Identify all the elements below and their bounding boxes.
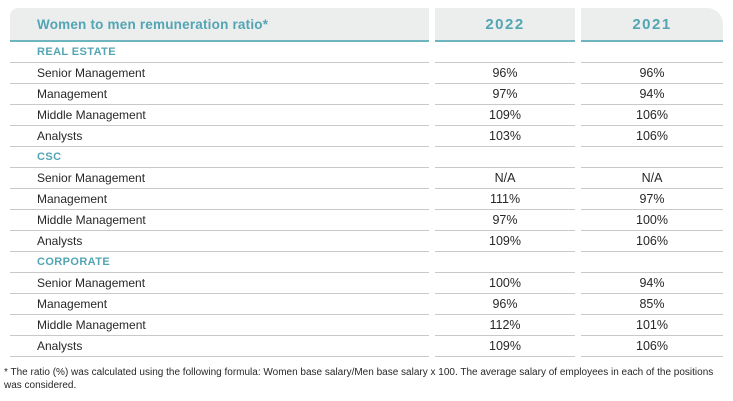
- value-2022: 97%: [435, 210, 575, 231]
- row-label: Management: [10, 84, 429, 105]
- section-empty-cell-2022: [435, 42, 575, 63]
- value-2021: 101%: [581, 315, 723, 336]
- column-gap: [429, 84, 435, 105]
- column-gap: [429, 336, 435, 357]
- column-gap: [575, 147, 581, 168]
- table-header-title: Women to men remuneration ratio*: [10, 8, 429, 42]
- value-2022: 97%: [435, 84, 575, 105]
- table-header-year-2022: 2022: [435, 8, 575, 42]
- column-gap: [575, 252, 581, 273]
- value-2022: 103%: [435, 126, 575, 147]
- column-gap: [575, 336, 581, 357]
- value-2021: 106%: [581, 336, 723, 357]
- row-label: Senior Management: [10, 168, 429, 189]
- value-2021: 96%: [581, 63, 723, 84]
- column-gap: [429, 63, 435, 84]
- column-gap: [429, 42, 435, 63]
- section-empty-cell-2021: [581, 42, 723, 63]
- remuneration-table: Women to men remuneration ratio* 2022 20…: [10, 8, 723, 357]
- column-gap: [429, 273, 435, 294]
- column-gap: [575, 189, 581, 210]
- value-2021: 94%: [581, 84, 723, 105]
- remuneration-ratio-page: Women to men remuneration ratio* 2022 20…: [4, 8, 723, 391]
- column-gap: [575, 42, 581, 63]
- column-gap: [429, 126, 435, 147]
- column-gap: [575, 273, 581, 294]
- table-footnote: * The ratio (%) was calculated using the…: [4, 367, 714, 391]
- column-gap: [575, 168, 581, 189]
- value-2022: 109%: [435, 105, 575, 126]
- value-2022: 100%: [435, 273, 575, 294]
- value-2021: 85%: [581, 294, 723, 315]
- column-gap: [575, 126, 581, 147]
- section-header-corporate: CORPORATE: [10, 252, 429, 273]
- row-label: Management: [10, 189, 429, 210]
- column-gap: [429, 315, 435, 336]
- column-gap: [429, 168, 435, 189]
- value-2021: 106%: [581, 126, 723, 147]
- column-gap: [575, 294, 581, 315]
- value-2021: 106%: [581, 231, 723, 252]
- row-label: Middle Management: [10, 210, 429, 231]
- value-2022: 111%: [435, 189, 575, 210]
- section-header-csc: CSC: [10, 147, 429, 168]
- value-2022: 112%: [435, 315, 575, 336]
- value-2021: 94%: [581, 273, 723, 294]
- column-gap: [429, 252, 435, 273]
- section-empty-cell-2021: [581, 252, 723, 273]
- column-gap: [575, 315, 581, 336]
- value-2021: N/A: [581, 168, 723, 189]
- column-gap: [575, 84, 581, 105]
- value-2021: 100%: [581, 210, 723, 231]
- table-header-year-2021: 2021: [581, 8, 723, 42]
- section-header-real-estate: REAL ESTATE: [10, 42, 429, 63]
- value-2022: 96%: [435, 63, 575, 84]
- value-2022: N/A: [435, 168, 575, 189]
- value-2022: 109%: [435, 336, 575, 357]
- column-gap: [429, 294, 435, 315]
- row-label: Analysts: [10, 231, 429, 252]
- column-gap: [575, 8, 581, 42]
- row-label: Senior Management: [10, 63, 429, 84]
- row-label: Middle Management: [10, 105, 429, 126]
- section-empty-cell-2022: [435, 147, 575, 168]
- section-empty-cell-2021: [581, 147, 723, 168]
- value-2021: 97%: [581, 189, 723, 210]
- value-2021: 106%: [581, 105, 723, 126]
- column-gap: [429, 105, 435, 126]
- column-gap: [429, 189, 435, 210]
- section-empty-cell-2022: [435, 252, 575, 273]
- value-2022: 96%: [435, 294, 575, 315]
- row-label: Senior Management: [10, 273, 429, 294]
- column-gap: [575, 105, 581, 126]
- column-gap: [429, 231, 435, 252]
- row-label: Middle Management: [10, 315, 429, 336]
- row-label: Analysts: [10, 126, 429, 147]
- column-gap: [429, 210, 435, 231]
- column-gap: [429, 147, 435, 168]
- row-label: Management: [10, 294, 429, 315]
- column-gap: [575, 231, 581, 252]
- column-gap: [429, 8, 435, 42]
- row-label: Analysts: [10, 336, 429, 357]
- column-gap: [575, 63, 581, 84]
- value-2022: 109%: [435, 231, 575, 252]
- column-gap: [575, 210, 581, 231]
